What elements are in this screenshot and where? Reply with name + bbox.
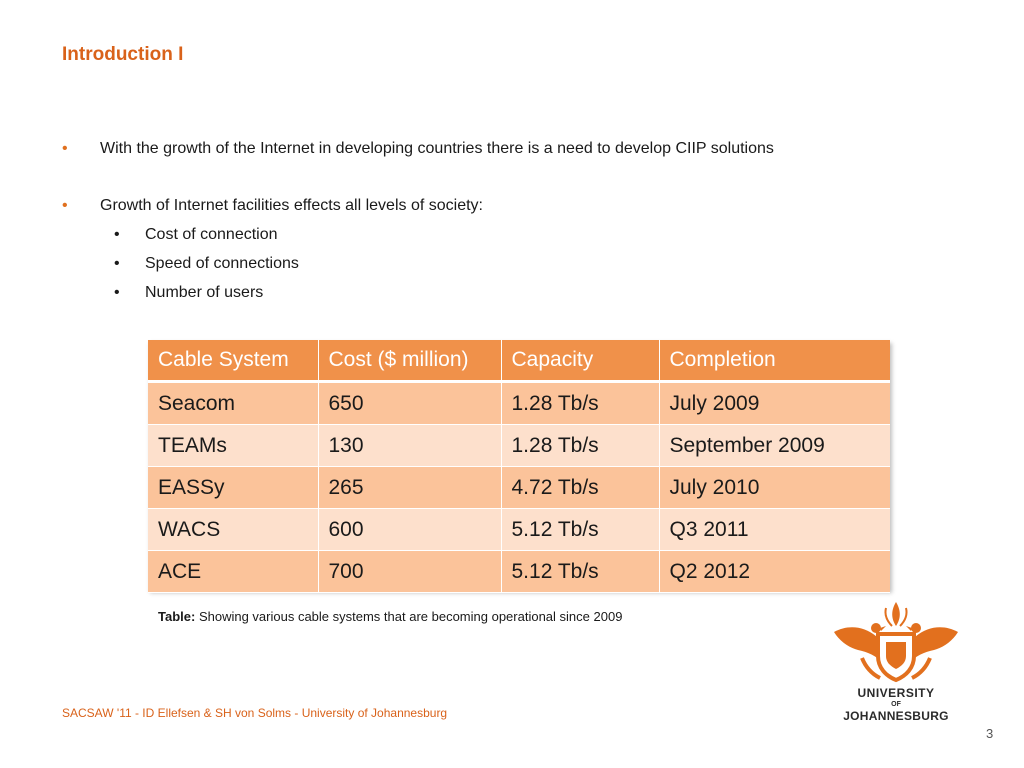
table-cell: TEAMs bbox=[148, 424, 319, 467]
logo-line-2: OF bbox=[891, 701, 901, 708]
table-cell: 5.12 Tb/s bbox=[501, 550, 660, 593]
table-cell: 130 bbox=[318, 424, 502, 467]
table-cell: EASSy bbox=[148, 466, 319, 509]
table-cell: 1.28 Tb/s bbox=[501, 424, 660, 467]
university-logo-text: UNIVERSITY OF JOHANNESBURG bbox=[826, 686, 966, 723]
footer-text: SACSAW '11 - ID Ellefsen & SH von Solms … bbox=[62, 706, 448, 720]
slide-title: Introduction I bbox=[62, 44, 184, 65]
header-cost: Cost ($ million) bbox=[318, 340, 502, 383]
table-row: Seacom 650 1.28 Tb/s July 2009 bbox=[148, 381, 890, 425]
logo-line-1: UNIVERSITY bbox=[857, 686, 935, 700]
caption-text: Showing various cable systems that are b… bbox=[198, 609, 623, 624]
logo-line-3: JOHANNESBURG bbox=[843, 709, 949, 723]
header-cable-system: Cable System bbox=[148, 340, 319, 383]
table-cell: 4.72 Tb/s bbox=[501, 466, 660, 509]
table-header-row: Cable System Cost ($ million) Capacity C… bbox=[148, 340, 890, 383]
table-cell: 5.12 Tb/s bbox=[501, 508, 660, 551]
table-row: TEAMs 130 1.28 Tb/s September 2009 bbox=[148, 424, 890, 467]
table-cell: 700 bbox=[318, 550, 502, 593]
sub-bullet-dot-icon: • bbox=[114, 226, 120, 243]
sub-bullet-dot-icon: • bbox=[114, 255, 120, 272]
cable-systems-table: Cable System Cost ($ million) Capacity C… bbox=[148, 340, 890, 593]
bullet-text: With the growth of the Internet in devel… bbox=[100, 140, 774, 157]
sub-bullet-text: Number of users bbox=[145, 284, 264, 301]
bullet-dot-icon: • bbox=[62, 140, 68, 157]
table-row: WACS 600 5.12 Tb/s Q3 2011 bbox=[148, 508, 890, 551]
table-cell: July 2010 bbox=[659, 466, 890, 509]
header-capacity: Capacity bbox=[501, 340, 660, 383]
sub-bullet-text: Speed of connections bbox=[145, 255, 299, 272]
table-cell: ACE bbox=[148, 550, 319, 593]
table-cell: Seacom bbox=[148, 381, 319, 425]
table-row: EASSy 265 4.72 Tb/s July 2010 bbox=[148, 466, 890, 509]
bullet-dot-icon: • bbox=[62, 197, 68, 214]
sub-bullet-text: Cost of connection bbox=[145, 226, 278, 243]
table-cell: 265 bbox=[318, 466, 502, 509]
university-crest-icon bbox=[834, 602, 958, 683]
header-completion: Completion bbox=[659, 340, 890, 383]
page-number: 3 bbox=[986, 726, 994, 741]
table-cell: Q2 2012 bbox=[659, 550, 890, 593]
bullet-text: Growth of Internet facilities effects al… bbox=[100, 197, 483, 214]
table-cell: 1.28 Tb/s bbox=[501, 381, 660, 425]
table-cell: September 2009 bbox=[659, 424, 890, 467]
caption-label: Table: bbox=[158, 609, 196, 624]
table-cell: WACS bbox=[148, 508, 319, 551]
table-caption: Table: Showing various cable systems tha… bbox=[158, 609, 622, 624]
sub-bullet-dot-icon: • bbox=[114, 284, 120, 301]
table-cell: 650 bbox=[318, 381, 502, 425]
table-row: ACE 700 5.12 Tb/s Q2 2012 bbox=[148, 550, 890, 593]
table-cell: July 2009 bbox=[659, 381, 890, 425]
table-cell: Q3 2011 bbox=[659, 508, 890, 551]
table-cell: 600 bbox=[318, 508, 502, 551]
